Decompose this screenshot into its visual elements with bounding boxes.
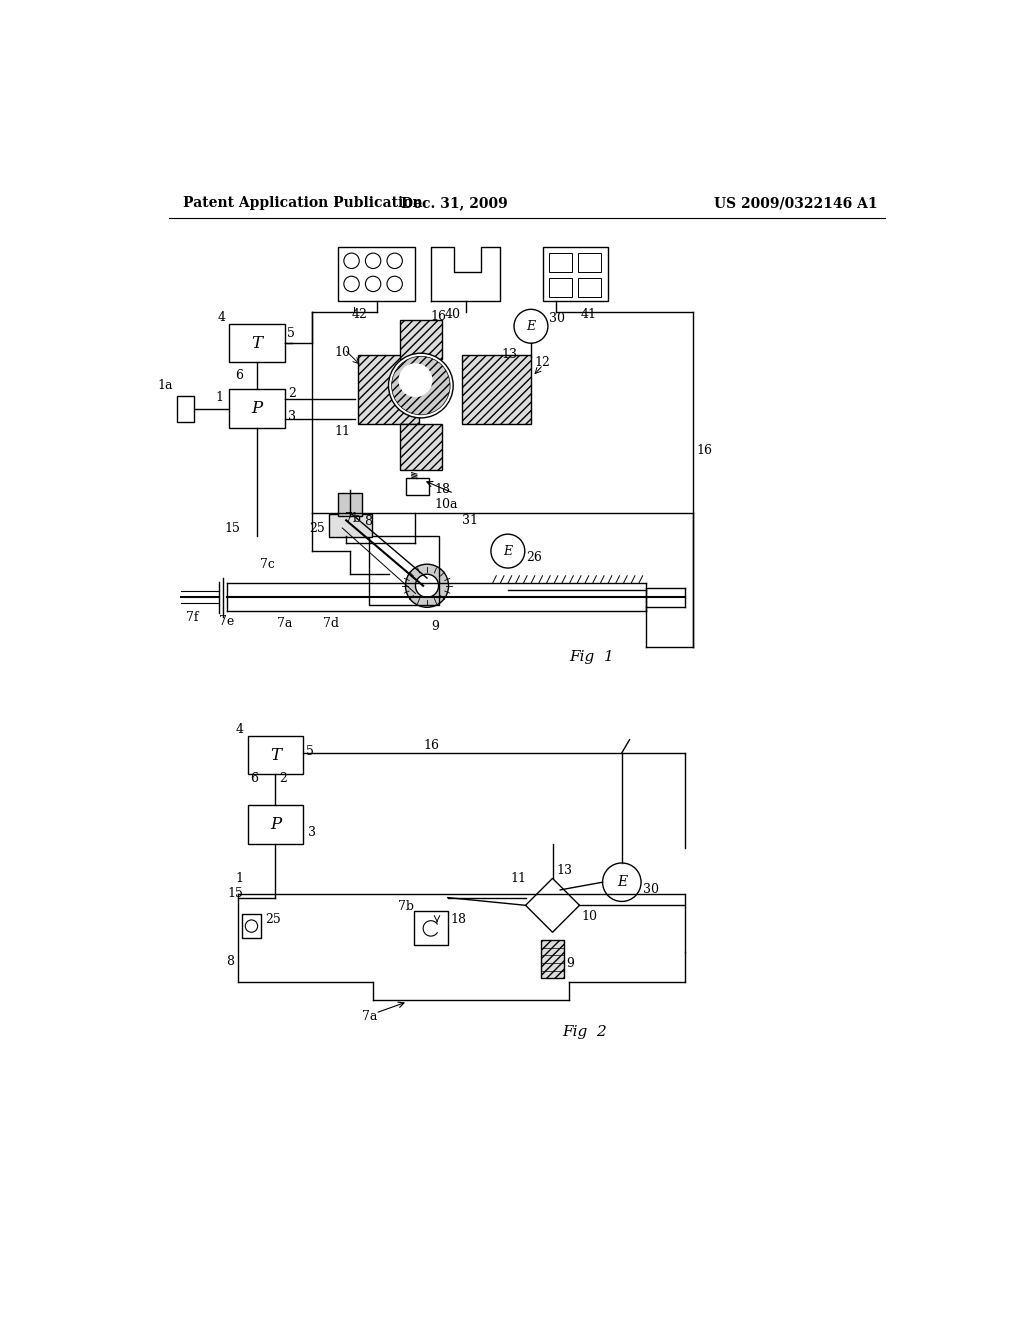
Text: 11: 11: [510, 871, 526, 884]
Text: 6: 6: [251, 772, 258, 785]
Circle shape: [416, 574, 438, 597]
Text: 7c: 7c: [260, 558, 274, 572]
Bar: [578, 253, 601, 272]
Text: 11: 11: [334, 425, 350, 438]
Text: 16: 16: [431, 310, 446, 323]
Text: 4: 4: [236, 723, 244, 737]
Text: 40: 40: [444, 308, 461, 321]
Text: 7d: 7d: [323, 616, 339, 630]
Text: 16: 16: [423, 739, 439, 751]
Text: 12: 12: [535, 356, 551, 370]
Bar: [462, 355, 531, 424]
Text: 3: 3: [307, 825, 315, 838]
Bar: [400, 424, 442, 470]
Text: 9: 9: [566, 957, 574, 970]
Text: 5: 5: [287, 327, 295, 341]
Text: E: E: [616, 875, 627, 890]
Bar: [248, 805, 303, 843]
Circle shape: [398, 363, 432, 397]
Text: 10: 10: [334, 346, 350, 359]
Bar: [543, 247, 608, 301]
Text: 7e: 7e: [219, 615, 234, 628]
Bar: [177, 396, 194, 422]
Bar: [243, 913, 261, 939]
Text: 25: 25: [265, 913, 281, 927]
Bar: [549, 253, 571, 272]
Text: 2: 2: [289, 387, 296, 400]
Bar: [229, 389, 285, 428]
Bar: [400, 321, 442, 359]
Text: 13: 13: [556, 865, 572, 878]
Text: 16: 16: [696, 445, 713, 458]
Text: 8: 8: [226, 954, 234, 968]
Bar: [229, 323, 285, 363]
Text: 18: 18: [435, 483, 451, 496]
Bar: [248, 737, 303, 775]
Text: 10: 10: [582, 911, 598, 924]
Text: 15: 15: [228, 887, 244, 900]
Bar: [339, 494, 361, 516]
Text: 1: 1: [236, 871, 244, 884]
Text: 15: 15: [224, 521, 240, 535]
Text: 18: 18: [451, 912, 467, 925]
Text: 8: 8: [364, 515, 372, 528]
Bar: [330, 513, 372, 537]
Text: 2: 2: [280, 772, 287, 785]
Text: E: E: [504, 545, 512, 557]
Text: P: P: [269, 816, 281, 833]
Text: 26: 26: [526, 550, 543, 564]
Text: 3: 3: [289, 409, 296, 422]
Circle shape: [391, 356, 451, 414]
Text: 7b: 7b: [398, 900, 415, 913]
Bar: [370, 536, 438, 605]
Text: Fig  1: Fig 1: [569, 651, 614, 664]
Text: 13: 13: [501, 348, 517, 362]
Text: E: E: [526, 319, 536, 333]
Text: P: P: [251, 400, 262, 417]
Text: 1: 1: [215, 391, 223, 404]
Bar: [357, 355, 419, 424]
Text: Dec. 31, 2009: Dec. 31, 2009: [400, 197, 507, 210]
Text: 7a: 7a: [276, 616, 292, 630]
Text: 41: 41: [581, 308, 597, 321]
Bar: [414, 911, 447, 945]
Text: 5: 5: [306, 744, 314, 758]
Circle shape: [406, 564, 449, 607]
Text: T: T: [269, 747, 281, 764]
Text: Patent Application Publication: Patent Application Publication: [183, 197, 423, 210]
Text: 31: 31: [462, 513, 477, 527]
Bar: [339, 247, 416, 301]
Text: 10a: 10a: [435, 499, 458, 511]
Text: T: T: [251, 335, 262, 351]
Text: 7b: 7b: [345, 512, 360, 525]
Text: 7a: 7a: [361, 1010, 377, 1023]
Bar: [407, 478, 429, 495]
Text: 25: 25: [309, 521, 326, 535]
Text: 30: 30: [643, 883, 659, 896]
Text: 7f: 7f: [186, 611, 199, 624]
Text: Fig  2: Fig 2: [562, 1026, 606, 1039]
Bar: [578, 277, 601, 297]
Text: 9: 9: [431, 620, 438, 634]
Circle shape: [388, 354, 454, 418]
Bar: [541, 940, 564, 978]
Text: 42: 42: [352, 308, 368, 321]
Text: 1a: 1a: [158, 379, 173, 392]
Text: US 2009/0322146 A1: US 2009/0322146 A1: [714, 197, 878, 210]
Text: 4: 4: [217, 312, 225, 325]
Text: 6: 6: [236, 370, 244, 381]
Text: 30: 30: [550, 312, 565, 325]
Bar: [549, 277, 571, 297]
